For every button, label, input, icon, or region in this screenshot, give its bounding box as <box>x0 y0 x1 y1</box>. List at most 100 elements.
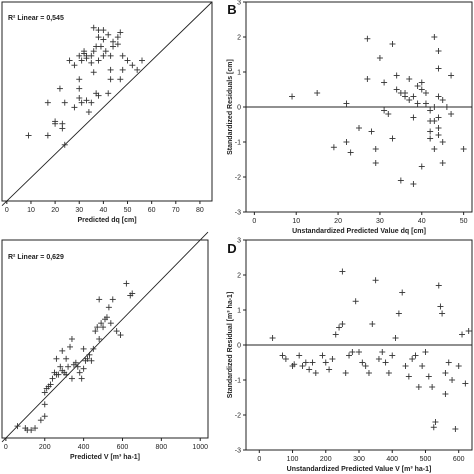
data-point <box>113 328 120 335</box>
data-point <box>98 320 105 327</box>
data-point <box>78 57 85 64</box>
data-point <box>107 52 114 59</box>
data-point <box>96 336 103 342</box>
data-point <box>289 93 296 100</box>
data-point <box>435 65 442 72</box>
fit-line <box>1 231 209 443</box>
y-tick-label: 3 <box>237 0 241 7</box>
y-axis-label: Standardized Residual [m³ ha-1] <box>227 292 234 399</box>
data-point <box>291 361 298 368</box>
data-point <box>100 36 107 43</box>
data-point <box>393 86 400 93</box>
y-tick-label: 1 <box>237 308 241 315</box>
data-point <box>114 34 121 41</box>
data-point <box>395 310 402 317</box>
data-point <box>134 66 141 73</box>
data-point <box>427 128 434 135</box>
data-point <box>81 48 88 55</box>
data-point <box>415 384 422 390</box>
plot-frame <box>1 1 213 202</box>
data-point <box>332 331 339 338</box>
data-point <box>61 99 68 106</box>
data-point <box>402 93 409 100</box>
data-point <box>94 324 101 331</box>
data-point <box>110 38 117 45</box>
data-point <box>406 97 413 103</box>
data-point <box>425 373 432 380</box>
data-point <box>389 41 396 47</box>
data-point <box>330 144 337 151</box>
x-tick-label: 0 <box>4 444 8 451</box>
x-tick-label: 20 <box>51 207 59 214</box>
data-point <box>107 76 114 83</box>
data-point <box>59 347 66 354</box>
x-axis-label: Predicted V [m³ ha-1] <box>70 454 140 461</box>
data-point <box>393 72 400 79</box>
data-point <box>405 373 412 380</box>
fit-line <box>1 1 213 207</box>
x-tick-label: 0 <box>5 207 9 214</box>
data-point <box>302 359 309 366</box>
data-point <box>114 41 121 48</box>
x-tick-label: 50 <box>124 207 132 214</box>
data-point <box>465 328 472 334</box>
data-point <box>90 69 97 76</box>
data-point <box>442 391 449 397</box>
data-point <box>409 356 416 362</box>
data-point <box>372 146 379 152</box>
data-point <box>422 90 429 96</box>
data-point <box>414 83 421 89</box>
data-point <box>418 163 425 170</box>
plot-frame <box>1 239 209 439</box>
data-point <box>431 118 438 124</box>
data-point <box>437 303 444 310</box>
x-axis-label: Predicted dq [cm] <box>77 217 136 224</box>
data-point <box>119 52 126 59</box>
data-point <box>68 336 75 342</box>
data-point <box>422 349 429 355</box>
data-point <box>439 97 446 103</box>
data-point <box>372 160 379 166</box>
data-point <box>32 425 39 432</box>
x-axis-label: Unstandardized Predicted Value dq [cm] <box>292 228 426 235</box>
x-tick-label: 600 <box>453 456 465 463</box>
data-point <box>296 352 303 359</box>
data-point <box>460 146 467 152</box>
data-point <box>55 371 62 378</box>
data-point <box>100 324 107 331</box>
data-point <box>100 52 107 59</box>
data-point <box>422 100 429 107</box>
data-point <box>90 345 97 352</box>
data-point <box>37 417 44 424</box>
data-point <box>80 365 87 372</box>
data-point <box>410 181 417 187</box>
data-point <box>359 359 366 366</box>
data-point <box>414 100 421 107</box>
data-point <box>124 57 131 64</box>
data-point <box>347 149 354 156</box>
data-point <box>59 125 66 132</box>
r-squared-annotation: R² Linear = 0,545 <box>8 15 64 22</box>
y-tick-label: 0 <box>237 343 241 350</box>
data-point <box>356 349 362 355</box>
data-point <box>369 321 376 327</box>
data-point <box>90 48 97 55</box>
data-point <box>41 413 48 420</box>
data-point <box>49 375 56 382</box>
data-point <box>52 118 59 125</box>
data-point <box>309 359 316 366</box>
panel-label: D <box>227 241 236 256</box>
data-point <box>319 352 326 359</box>
data-point <box>65 363 72 370</box>
data-point <box>100 27 107 34</box>
data-point <box>117 76 124 83</box>
data-point <box>103 314 110 321</box>
panel-b: 0 10 20 30 40 50 -3 -2 -1 0 1 2 3 Unstandardized Pred… <box>227 0 473 235</box>
data-point <box>343 139 350 145</box>
data-point <box>95 34 102 41</box>
data-point <box>372 277 379 284</box>
data-point <box>299 363 306 369</box>
data-point <box>435 48 442 54</box>
data-point <box>41 401 48 408</box>
